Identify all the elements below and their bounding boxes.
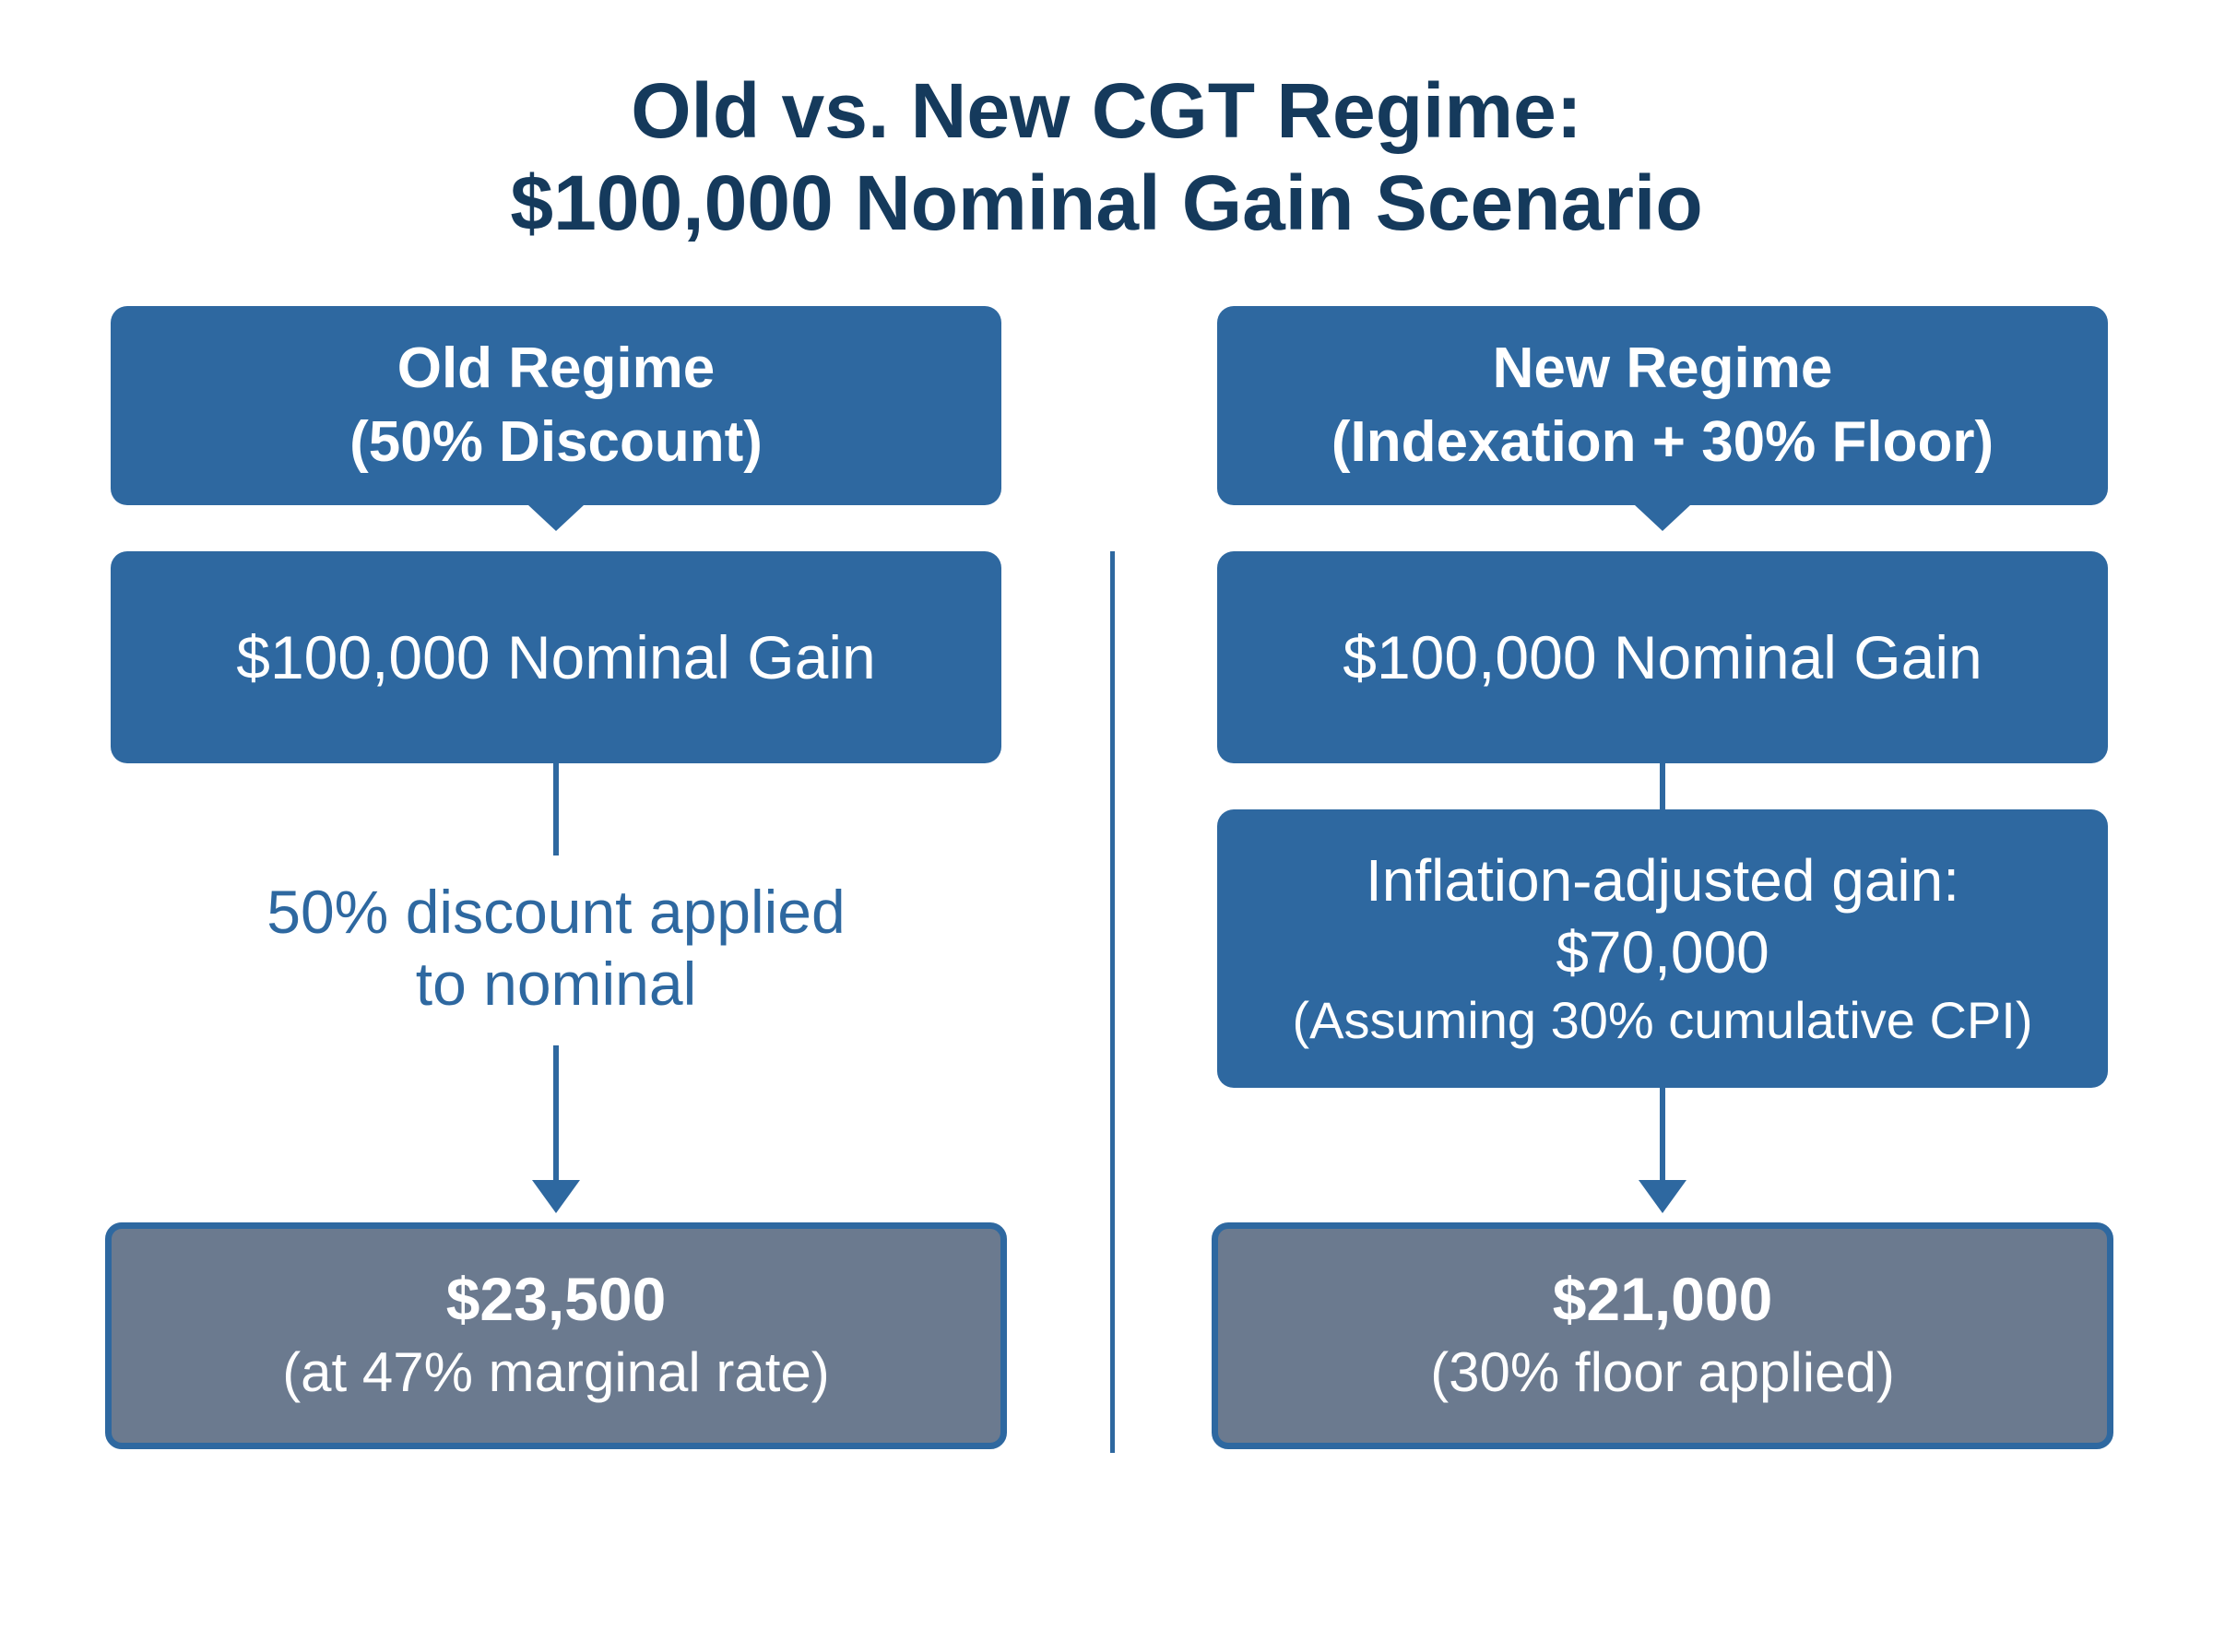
new-result-note: (30% floor applied) [1430,1341,1895,1403]
old-result-note: (at 47% marginal rate) [282,1341,830,1403]
new-regime-adjusted-box: Inflation-adjusted gain: $70,000 (Assumi… [1217,809,2108,1088]
new-arrowhead [1639,1180,1686,1213]
old-header-pointer [528,505,584,531]
new-regime-result-box: $21,000 (30% floor applied) [1212,1222,2113,1449]
new-connector-line-top [1660,763,1665,811]
adjusted-line-2: $70,000 [1556,919,1769,985]
new-regime-header-line-1: New Regime [1492,336,1833,400]
old-regime-header: Old Regime (50% Discount) [111,306,1001,531]
old-connector-line-bottom [553,1045,559,1193]
new-connector-line-bottom [1660,1088,1665,1191]
adjusted-line-1: Inflation-adjusted gain: [1366,847,1959,914]
adjusted-note: (Assuming 30% cumulative CPI) [1292,991,2033,1049]
old-regime-step-text: 50% discount applied to nominal [111,876,1001,1020]
new-regime-gain-text: $100,000 Nominal Gain [1343,623,1982,691]
new-regime-gain-box: $100,000 Nominal Gain [1217,551,2108,763]
column-divider [1110,551,1115,1453]
old-step-line-1: 50% discount applied [266,878,846,946]
new-header-pointer [1635,505,1690,531]
title-line-2: $100,000 Nominal Gain Scenario [510,159,1703,246]
new-result-amount: $21,000 [1552,1265,1773,1333]
old-step-line-2: to nominal [415,950,697,1018]
old-connector-line-top [553,763,559,856]
old-regime-gain-text: $100,000 Nominal Gain [236,623,876,691]
old-regime-gain-box: $100,000 Nominal Gain [111,551,1001,763]
old-arrowhead [532,1180,580,1213]
old-regime-result-box: $23,500 (at 47% marginal rate) [105,1222,1007,1449]
old-regime-header-line-2: (50% Discount) [349,410,763,474]
old-result-amount: $23,500 [445,1265,667,1333]
title-line-1: Old vs. New CGT Regime: [631,67,1582,154]
page-title: Old vs. New CGT Regime: $100,000 Nominal… [0,65,2213,249]
new-regime-header-line-2: (Indexation + 30% Floor) [1331,410,1994,474]
old-regime-header-line-1: Old Regime [396,336,716,400]
new-regime-header: New Regime (Indexation + 30% Floor) [1217,306,2108,531]
